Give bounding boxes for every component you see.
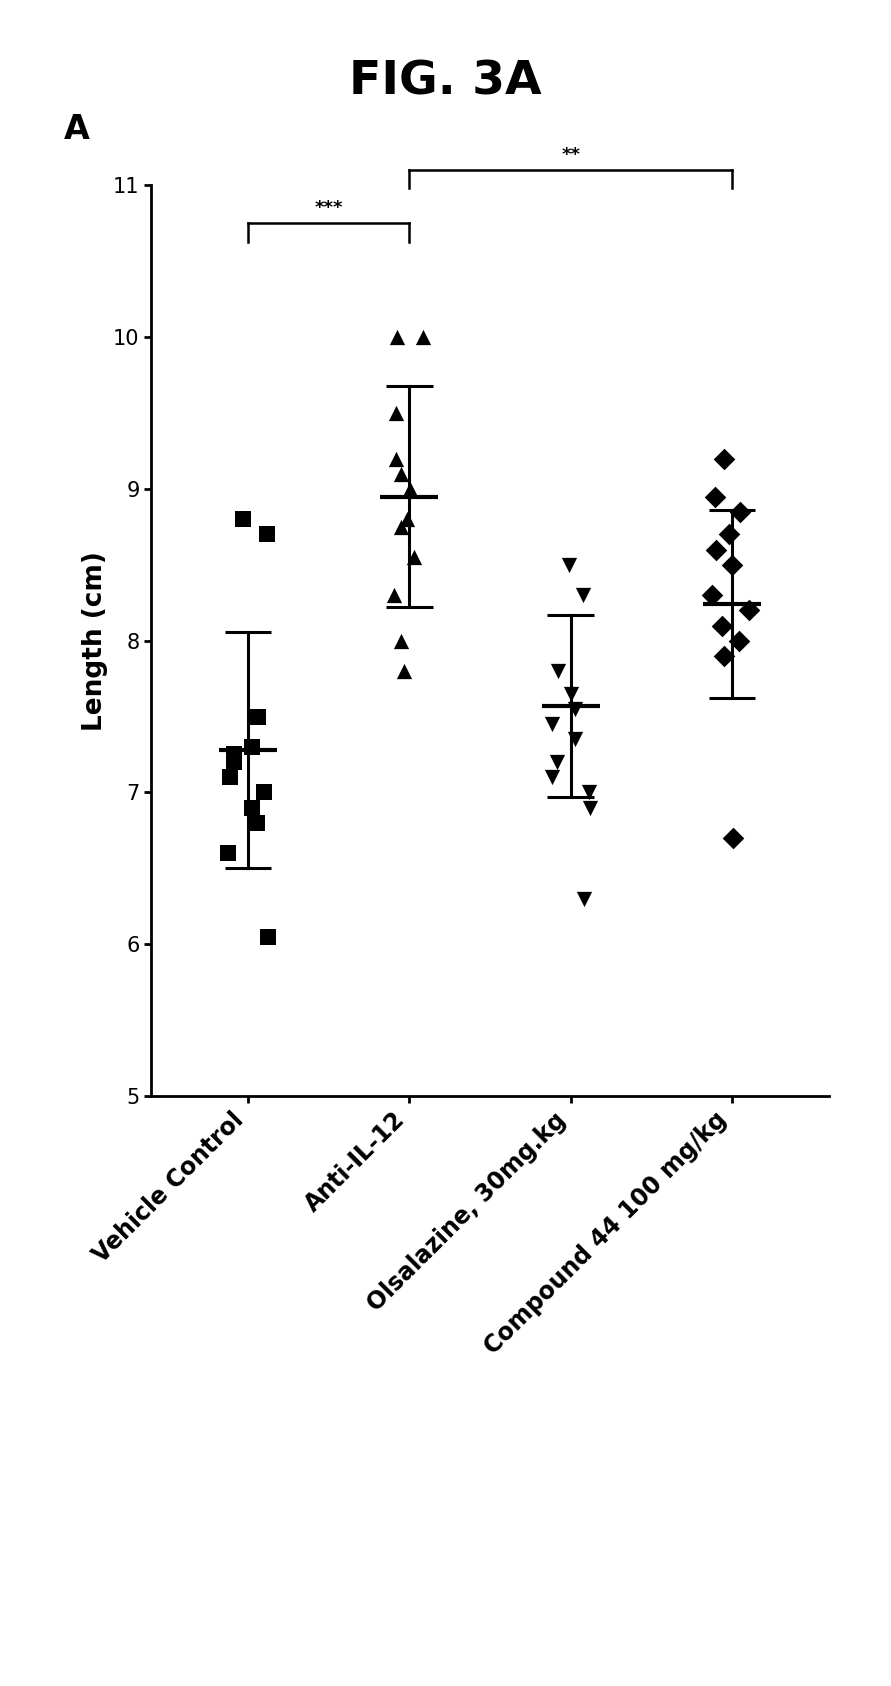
Point xyxy=(709,536,723,563)
Point xyxy=(717,642,732,669)
Point xyxy=(561,551,576,578)
Point xyxy=(708,482,723,509)
Point xyxy=(223,764,237,791)
Text: ***: *** xyxy=(315,199,343,217)
Point xyxy=(416,324,430,351)
Point xyxy=(260,521,274,548)
Text: A: A xyxy=(63,113,89,145)
Point xyxy=(250,703,265,730)
Y-axis label: Length (cm): Length (cm) xyxy=(82,551,108,730)
Point xyxy=(221,840,235,867)
Point xyxy=(544,710,559,737)
Point xyxy=(723,521,737,548)
Point xyxy=(236,506,250,533)
Point xyxy=(564,679,578,706)
Point xyxy=(706,582,720,609)
Point xyxy=(249,809,264,836)
Point xyxy=(226,742,241,769)
Point xyxy=(545,764,560,791)
Point xyxy=(396,658,411,685)
Text: **: ** xyxy=(561,147,580,164)
Point xyxy=(724,551,739,578)
Point xyxy=(407,543,421,570)
Point xyxy=(732,499,747,526)
Point xyxy=(550,749,564,776)
Point xyxy=(261,922,275,949)
Point xyxy=(226,749,241,776)
Point xyxy=(568,695,582,722)
Point xyxy=(576,885,591,912)
Point xyxy=(742,597,756,624)
Point xyxy=(715,612,729,639)
Text: FIG. 3A: FIG. 3A xyxy=(349,59,542,105)
Point xyxy=(245,794,259,821)
Point xyxy=(388,582,402,609)
Point xyxy=(404,475,418,502)
Point xyxy=(551,658,565,685)
Point xyxy=(390,324,405,351)
Point xyxy=(399,506,413,533)
Point xyxy=(394,627,408,654)
Point xyxy=(568,725,583,752)
Point xyxy=(583,779,597,806)
Point xyxy=(732,627,746,654)
Point xyxy=(389,445,404,472)
Point xyxy=(257,779,271,806)
Point xyxy=(576,582,590,609)
Point xyxy=(389,400,404,427)
Point xyxy=(394,513,408,540)
Point xyxy=(245,733,259,760)
Point xyxy=(725,824,740,851)
Point xyxy=(716,445,731,472)
Point xyxy=(394,460,408,487)
Point xyxy=(583,794,597,821)
